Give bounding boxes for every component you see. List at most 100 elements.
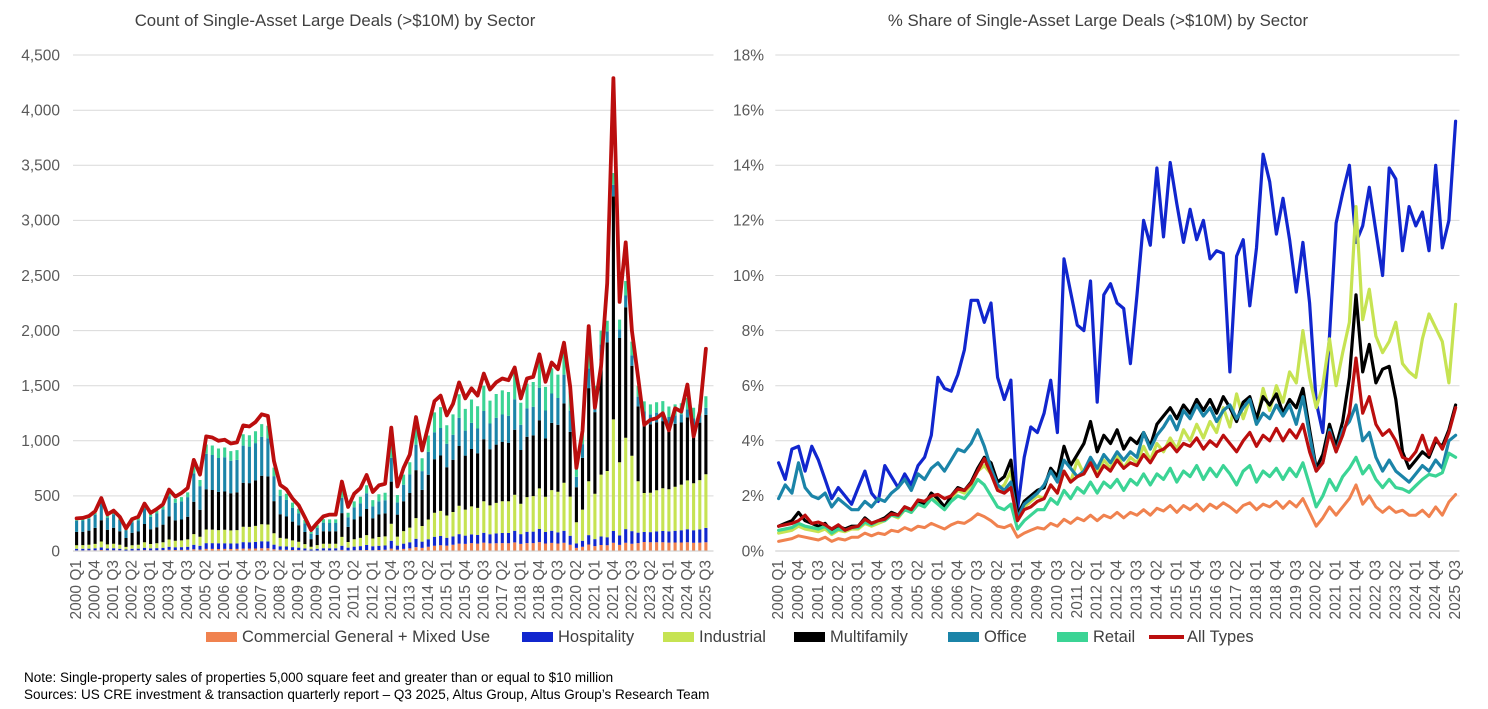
svg-text:Office: Office — [984, 628, 1027, 646]
svg-text:2025 Q3: 2025 Q3 — [1447, 560, 1464, 619]
svg-text:2006 Q1: 2006 Q1 — [929, 560, 946, 619]
svg-text:2021 Q4: 2021 Q4 — [1348, 560, 1365, 620]
svg-text:2023 Q2: 2023 Q2 — [1387, 560, 1404, 619]
svg-text:2000 Q1: 2000 Q1 — [68, 560, 85, 619]
svg-text:2018 Q1: 2018 Q1 — [512, 560, 529, 619]
svg-text:2015 Q4: 2015 Q4 — [1188, 560, 1205, 620]
svg-text:2009 Q4: 2009 Q4 — [1029, 560, 1046, 620]
svg-text:2012 Q1: 2012 Q1 — [1089, 560, 1106, 619]
svg-text:18%: 18% — [733, 47, 764, 64]
svg-text:2003 Q4: 2003 Q4 — [161, 560, 178, 620]
svg-text:2015 Q4: 2015 Q4 — [457, 560, 474, 620]
svg-text:2009 Q4: 2009 Q4 — [309, 560, 326, 620]
svg-text:2003 Q1: 2003 Q1 — [142, 560, 159, 619]
svg-text:2024 Q1: 2024 Q1 — [660, 560, 677, 619]
svg-text:0%: 0% — [742, 543, 765, 560]
svg-text:16%: 16% — [733, 103, 764, 120]
svg-text:2004 Q3: 2004 Q3 — [890, 560, 907, 619]
svg-text:2014 Q2: 2014 Q2 — [1148, 560, 1165, 619]
svg-text:2006 Q4: 2006 Q4 — [235, 560, 252, 620]
svg-text:2020 Q2: 2020 Q2 — [1308, 560, 1325, 619]
svg-text:Hospitality: Hospitality — [558, 628, 635, 646]
svg-text:0: 0 — [51, 543, 60, 560]
svg-text:2012 Q4: 2012 Q4 — [1109, 560, 1126, 620]
svg-text:2015 Q1: 2015 Q1 — [1168, 560, 1185, 619]
svg-text:3,000: 3,000 — [21, 213, 60, 230]
svg-text:2022 Q3: 2022 Q3 — [623, 560, 640, 619]
svg-text:2025 Q3: 2025 Q3 — [697, 560, 714, 619]
svg-text:2018 Q4: 2018 Q4 — [1268, 560, 1285, 620]
svg-text:2001 Q3: 2001 Q3 — [810, 560, 827, 619]
svg-text:2018 Q1: 2018 Q1 — [1248, 560, 1265, 619]
svg-text:2013 Q3: 2013 Q3 — [401, 560, 418, 619]
svg-text:2021 Q1: 2021 Q1 — [1328, 560, 1345, 619]
svg-text:2009 Q1: 2009 Q1 — [1009, 560, 1026, 619]
svg-text:2002 Q2: 2002 Q2 — [830, 560, 847, 619]
svg-text:2020 Q2: 2020 Q2 — [568, 560, 585, 619]
svg-text:2006 Q1: 2006 Q1 — [216, 560, 233, 619]
svg-text:2024 Q1: 2024 Q1 — [1407, 560, 1424, 619]
svg-text:2011 Q2: 2011 Q2 — [1069, 560, 1086, 618]
svg-text:Retail: Retail — [1093, 628, 1135, 646]
svg-text:2019 Q3: 2019 Q3 — [549, 560, 566, 619]
svg-text:4,500: 4,500 — [21, 47, 60, 64]
svg-text:500: 500 — [34, 488, 60, 505]
svg-text:2016 Q3: 2016 Q3 — [475, 560, 492, 619]
svg-text:Note: Single-property sales of: Note: Single-property sales of propertie… — [24, 670, 613, 685]
svg-text:2023 Q2: 2023 Q2 — [642, 560, 659, 619]
svg-text:2007 Q3: 2007 Q3 — [969, 560, 986, 619]
svg-text:2014 Q2: 2014 Q2 — [420, 560, 437, 619]
svg-text:12%: 12% — [733, 213, 764, 230]
svg-text:% Share of Single-Asset Large: % Share of Single-Asset Large Deals (>$1… — [888, 11, 1309, 30]
svg-text:Count of Single-Asset Large De: Count of Single-Asset Large Deals (>$10M… — [135, 11, 536, 30]
svg-text:All Types: All Types — [1187, 628, 1254, 646]
svg-text:2010 Q3: 2010 Q3 — [1049, 560, 1066, 619]
svg-text:2,500: 2,500 — [21, 268, 60, 285]
svg-text:1,000: 1,000 — [21, 433, 60, 450]
svg-text:2004 Q3: 2004 Q3 — [179, 560, 196, 619]
svg-text:2019 Q3: 2019 Q3 — [1288, 560, 1305, 619]
svg-text:2021 Q1: 2021 Q1 — [586, 560, 603, 619]
svg-text:3,500: 3,500 — [21, 158, 60, 175]
svg-text:2013 Q3: 2013 Q3 — [1129, 560, 1146, 619]
svg-text:2011 Q2: 2011 Q2 — [346, 560, 363, 618]
svg-text:2007 Q3: 2007 Q3 — [253, 560, 270, 619]
svg-text:8%: 8% — [742, 323, 765, 340]
svg-text:2002 Q2: 2002 Q2 — [124, 560, 141, 619]
svg-text:2,000: 2,000 — [21, 323, 60, 340]
svg-text:2000 Q4: 2000 Q4 — [87, 560, 104, 620]
svg-text:2015 Q1: 2015 Q1 — [438, 560, 455, 619]
svg-text:2005 Q2: 2005 Q2 — [910, 560, 927, 619]
svg-text:14%: 14% — [733, 158, 764, 175]
svg-text:6%: 6% — [742, 378, 765, 395]
svg-text:2018 Q4: 2018 Q4 — [531, 560, 548, 620]
svg-text:2%: 2% — [742, 488, 765, 505]
svg-text:2021 Q4: 2021 Q4 — [605, 560, 622, 620]
svg-text:2008 Q2: 2008 Q2 — [989, 560, 1006, 619]
svg-text:2000 Q1: 2000 Q1 — [770, 560, 787, 619]
svg-text:2010 Q3: 2010 Q3 — [327, 560, 344, 619]
svg-text:2003 Q4: 2003 Q4 — [870, 560, 887, 620]
svg-text:2009 Q1: 2009 Q1 — [290, 560, 307, 619]
svg-text:2006 Q4: 2006 Q4 — [949, 560, 966, 620]
svg-text:1,500: 1,500 — [21, 378, 60, 395]
svg-text:4,000: 4,000 — [21, 103, 60, 120]
svg-text:2017 Q2: 2017 Q2 — [494, 560, 511, 619]
svg-text:Multifamily: Multifamily — [830, 628, 909, 646]
svg-text:2012 Q4: 2012 Q4 — [383, 560, 400, 620]
svg-text:Industrial: Industrial — [699, 628, 766, 646]
svg-text:2008 Q2: 2008 Q2 — [272, 560, 289, 619]
svg-text:2003 Q1: 2003 Q1 — [850, 560, 867, 619]
svg-text:2024 Q4: 2024 Q4 — [679, 560, 696, 620]
svg-text:2000 Q4: 2000 Q4 — [790, 560, 807, 620]
svg-text:Commercial General + Mixed Use: Commercial General + Mixed Use — [242, 628, 490, 646]
svg-text:2001 Q3: 2001 Q3 — [105, 560, 122, 619]
svg-text:2012 Q1: 2012 Q1 — [364, 560, 381, 619]
svg-text:2017 Q2: 2017 Q2 — [1228, 560, 1245, 619]
svg-text:2024 Q4: 2024 Q4 — [1427, 560, 1444, 620]
svg-text:Sources: US CRE investment & t: Sources: US CRE investment & transaction… — [24, 687, 709, 702]
svg-text:2016 Q3: 2016 Q3 — [1208, 560, 1225, 619]
svg-text:2005 Q2: 2005 Q2 — [198, 560, 215, 619]
svg-text:4%: 4% — [742, 433, 765, 450]
svg-text:2022 Q3: 2022 Q3 — [1367, 560, 1384, 619]
